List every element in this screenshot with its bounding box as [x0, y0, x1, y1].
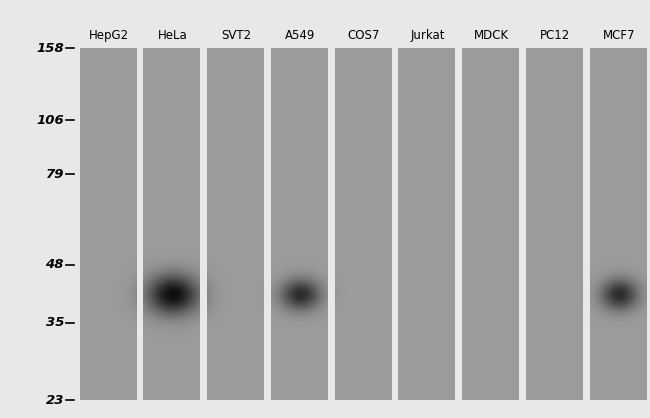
Text: 158: 158: [36, 41, 64, 54]
Text: 23: 23: [46, 393, 64, 406]
Text: PC12: PC12: [540, 29, 571, 42]
Text: 35: 35: [46, 316, 64, 329]
Text: MCF7: MCF7: [603, 29, 635, 42]
Text: MDCK: MDCK: [474, 29, 509, 42]
Text: Jurkat: Jurkat: [411, 29, 445, 42]
Text: HepG2: HepG2: [89, 29, 129, 42]
Text: COS7: COS7: [348, 29, 380, 42]
Text: A549: A549: [285, 29, 315, 42]
Text: 106: 106: [36, 114, 64, 127]
Text: HeLa: HeLa: [158, 29, 188, 42]
Text: SVT2: SVT2: [222, 29, 252, 42]
Text: 48: 48: [46, 258, 64, 272]
Text: 79: 79: [46, 168, 64, 181]
